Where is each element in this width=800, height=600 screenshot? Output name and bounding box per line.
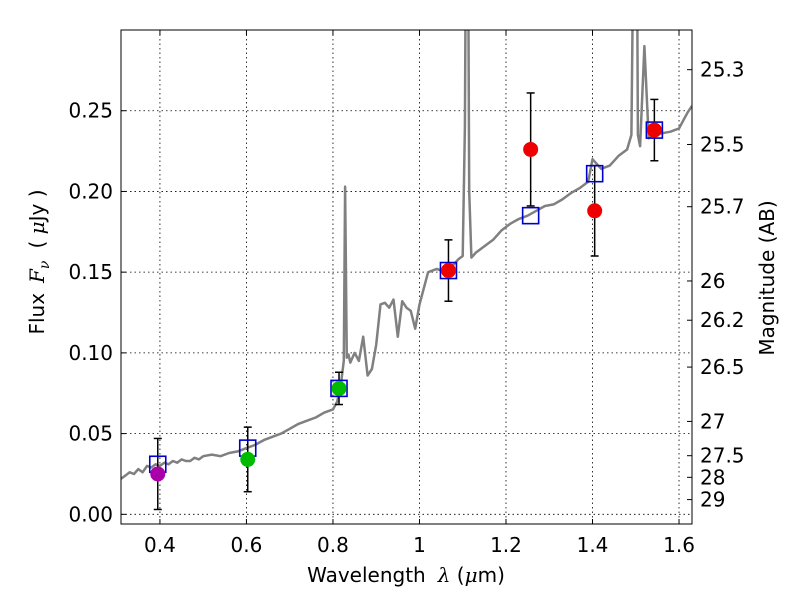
y-tick-label: 0.10	[68, 341, 113, 365]
y-tick-label: 0.25	[68, 99, 113, 123]
model-point-box	[645, 121, 664, 139]
magnitude-tick-label: 26.5	[700, 355, 745, 379]
plot-area	[121, 30, 692, 511]
model-point-box	[330, 379, 348, 398]
x-axis-label: Wavelength λ (μm)	[307, 563, 505, 587]
magnitude-tick-label: 27	[700, 409, 725, 433]
y-tick-label: 0.00	[68, 502, 113, 526]
x-tick-label: 1.6	[663, 533, 695, 557]
observed-point	[150, 466, 166, 482]
magnitude-axis-label: Magnitude (AB)	[755, 200, 779, 355]
x-tick-label: 0.6	[231, 533, 263, 557]
x-tick-label: 1.4	[577, 533, 609, 557]
magnitude-tick-label: 25.5	[700, 132, 745, 156]
plot-frame	[120, 29, 693, 525]
x-tick-label: 0.4	[144, 533, 176, 557]
y-tick-label: 0.05	[68, 422, 113, 446]
observed-point	[331, 380, 347, 396]
observed-photometry-points	[150, 122, 662, 482]
observed-point	[646, 122, 662, 138]
y-axis-ticks: 0.00 0.05 0.10 0.15 0.20 0.25	[68, 99, 126, 526]
x-tick-label: 0.8	[317, 533, 349, 557]
observed-point	[240, 451, 256, 467]
observed-point	[587, 203, 603, 219]
sed-model-line	[121, 30, 692, 480]
y-tick-label: 0.20	[68, 179, 113, 203]
y-tick-label: 0.15	[68, 260, 113, 284]
magnitude-tick-label: 28	[700, 465, 725, 489]
magnitude-tick-label: 26.2	[700, 308, 745, 332]
grid-lines	[121, 30, 692, 524]
model-point-box	[521, 206, 540, 225]
magnitude-tick-label: 25.3	[700, 58, 745, 82]
magnitude-tick-label: 27.5	[700, 444, 745, 468]
model-point-box	[585, 164, 604, 183]
magnitude-tick-label: 25.7	[700, 195, 745, 219]
magnitude-tick-label: 26	[700, 269, 725, 293]
x-axis-ticks: 0.4 0.6 0.8 1 1.2 1.4 1.6	[144, 30, 695, 557]
model-point-box	[439, 261, 458, 280]
x-tick-label: 1.2	[490, 533, 522, 557]
magnitude-tick-label: 29	[700, 488, 725, 512]
x-tick-label: 1	[413, 533, 426, 557]
observed-point	[523, 141, 539, 157]
y-axis-label: FluxFν( μJy )	[25, 189, 53, 334]
observed-point	[440, 263, 456, 279]
